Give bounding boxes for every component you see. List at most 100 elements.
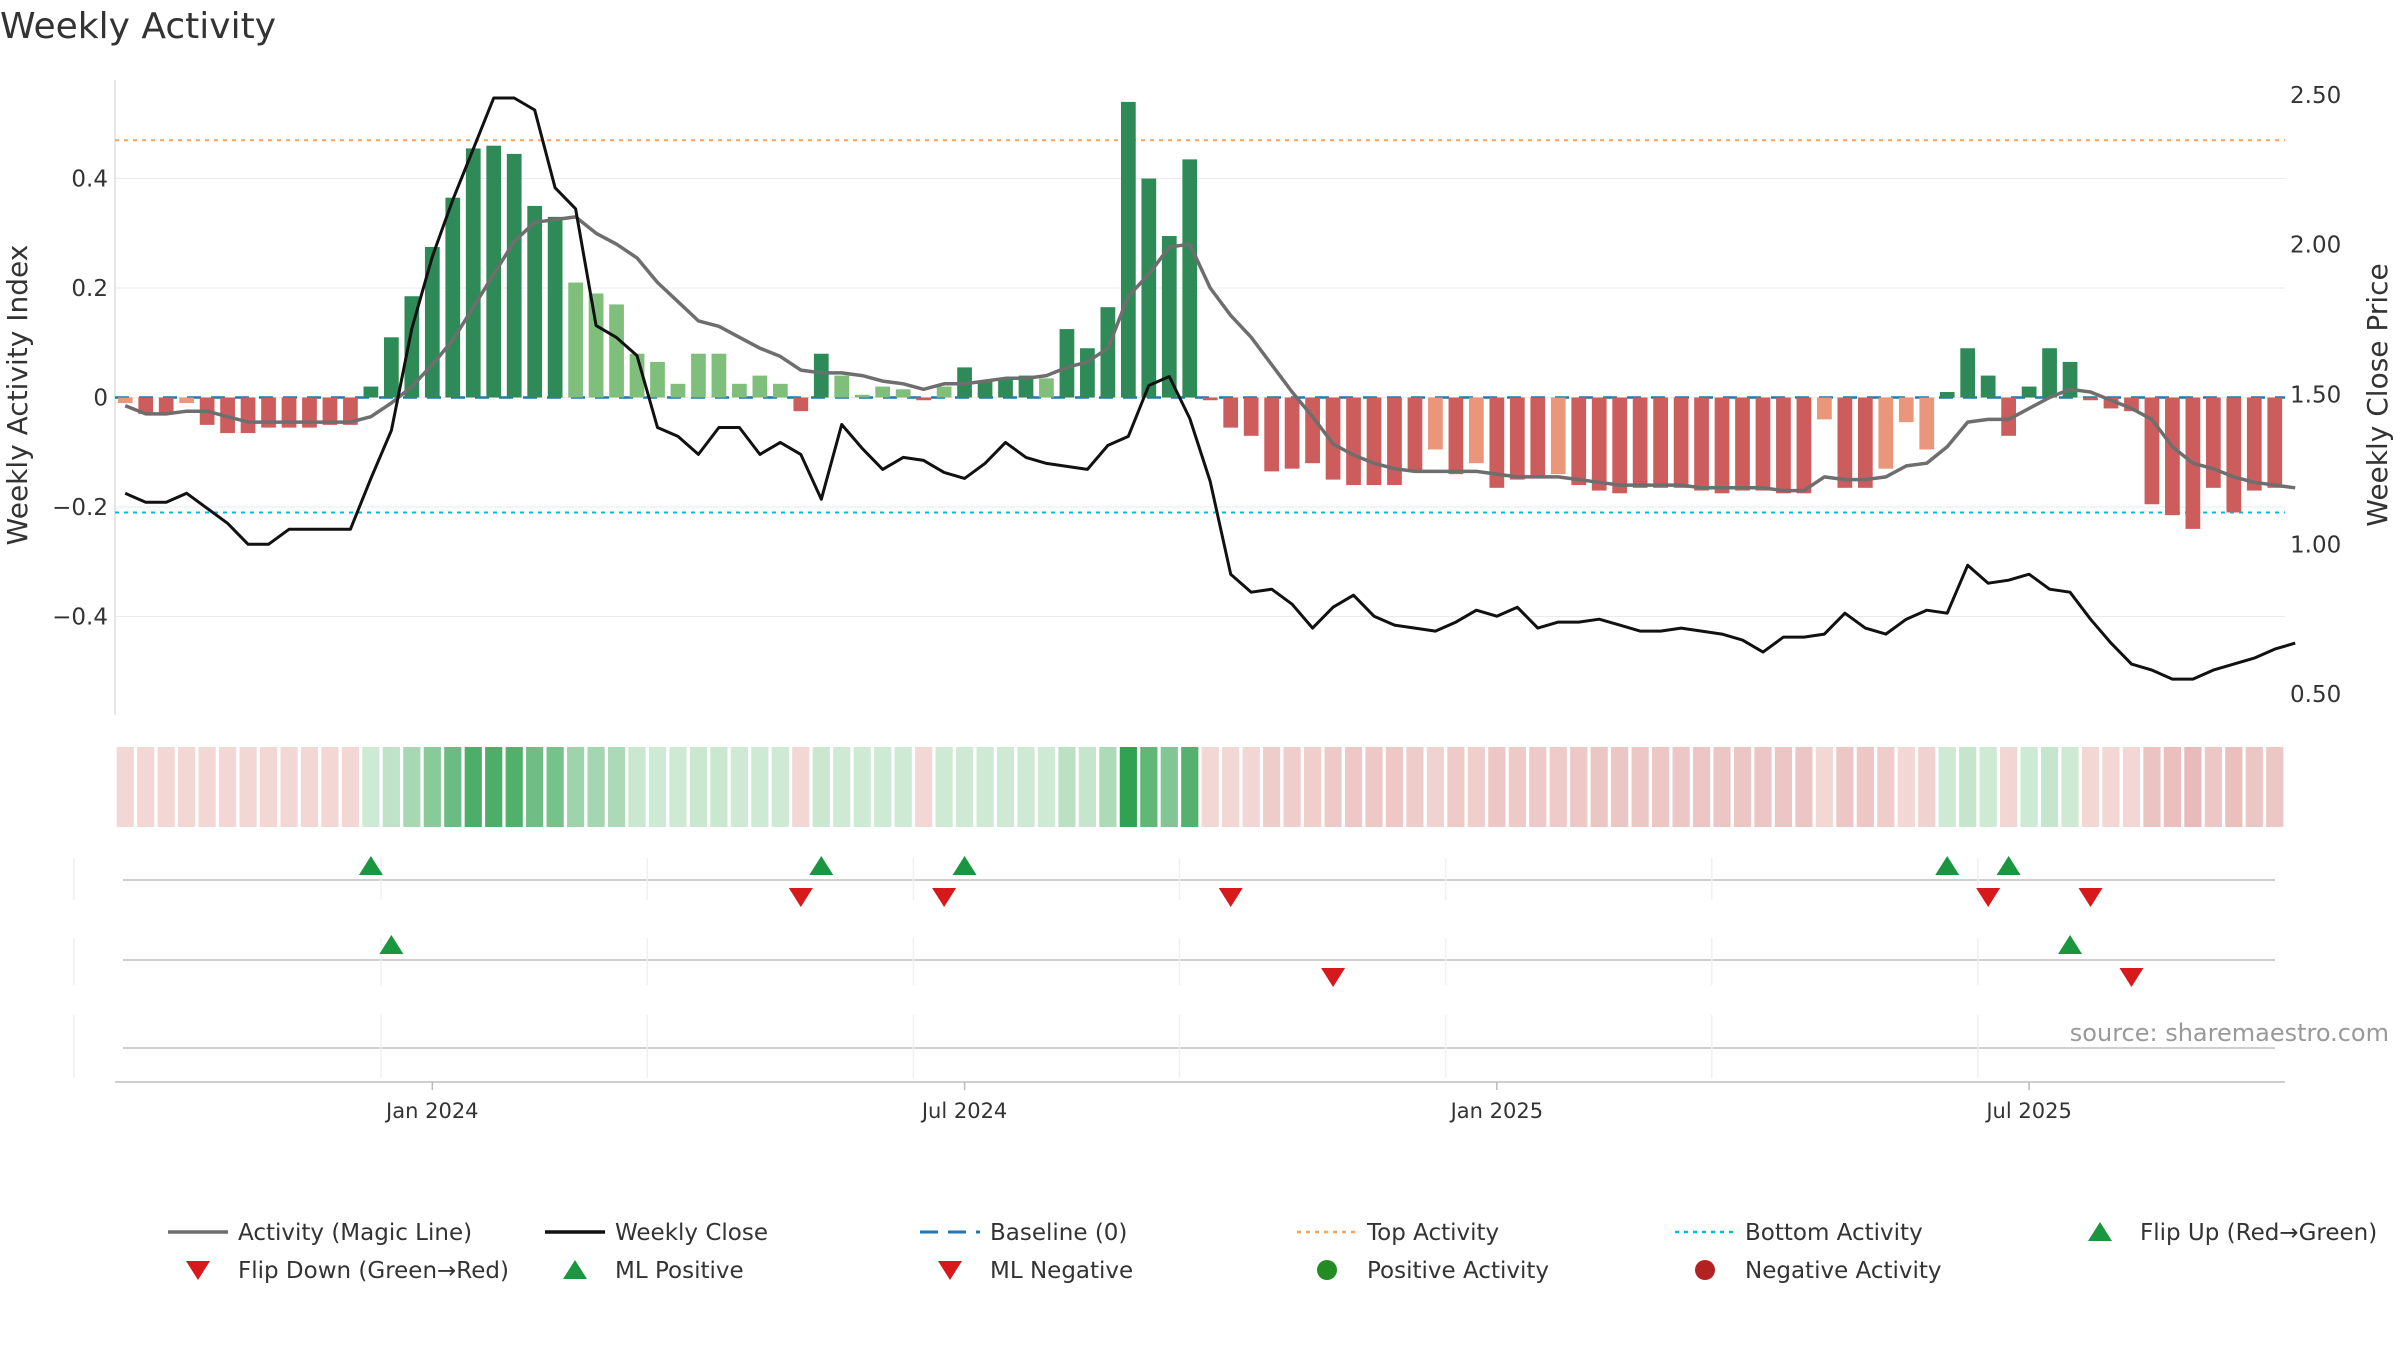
heat-cell [464,747,482,827]
legend: Activity (Magic Line) Weekly Close Baselin… [168,1220,2377,1284]
activity-bar [1346,397,1361,486]
activity-bar [1571,397,1587,486]
legend-swatch-triangle-down [938,1261,962,1280]
activity-bar [813,353,829,398]
legend-label: Activity (Magic Line) [238,1220,472,1246]
heat-cell [1303,747,1322,827]
heat-cell [178,747,196,827]
legend-label: Bottom Activity [1745,1220,1923,1246]
heat-cell [2204,747,2222,827]
activity-bar [1509,397,1525,480]
y2-axis-label: Weekly Close Price [2361,263,2394,526]
activity-bar [2042,348,2057,398]
heat-cell [1508,747,1526,827]
activity-bar [322,397,338,425]
heat-cell [2000,747,2018,827]
activity-bar [2205,397,2221,488]
heat-cell [1692,747,1711,827]
heat-cell [259,747,278,827]
activity-bar [650,361,665,398]
activity-bar [527,205,543,398]
activity-bar [691,353,706,398]
activity-bar [977,381,993,398]
activity-bar [1366,397,1382,486]
heat-cell [1754,747,1772,827]
flip-down-marker [2078,888,2103,907]
activity-bar [506,153,522,398]
heat-cell [710,747,728,827]
flip-down-marker [932,888,957,907]
heat-cell [1959,747,1977,827]
heat-cell [1160,747,1178,827]
activity-bar [1448,397,1464,475]
heat-cell [1283,747,1301,827]
heat-cell [505,747,523,827]
y2-tick-label: 1.00 [2290,532,2341,558]
heat-cell [955,747,974,827]
flip-up-marker [809,856,834,875]
heat-cell [1119,747,1137,827]
activity-bar [916,397,932,401]
heat-cell [1406,747,1424,827]
activity-heat-strip [116,747,2284,827]
activity-bar [1387,397,1402,486]
heat-cell [2020,747,2038,827]
activity-bar [670,383,686,398]
activity-bar [1673,397,1689,488]
activity-bar [1919,397,1935,450]
activity-bar [1264,397,1280,472]
legend-label: Flip Down (Green→Red) [238,1258,509,1284]
activity-bar [1182,159,1198,398]
heat-cell [485,747,503,827]
activity-bar [732,383,747,398]
activity-bar [588,293,604,398]
x-axis-ticks: Jan 2024 Jul 2024 Jan 2025 Jul 2025 [384,1082,2072,1123]
activity-bar [1857,397,1873,488]
activity-bar [1202,397,1218,401]
heat-cell [648,747,667,827]
activity-bar [1714,397,1730,494]
heat-cell [2122,747,2141,827]
heat-cell [2163,747,2182,827]
activity-bar [1305,397,1320,464]
activity-bar [711,353,727,398]
heat-cell [1263,747,1281,827]
activity-bar [2246,397,2262,491]
source-note: source: sharemaestro.com [2070,1019,2389,1047]
activity-bar [1837,397,1853,488]
heat-cell [2143,747,2161,827]
heat-cell [157,747,175,827]
heat-cell [792,747,810,827]
heat-cell [2081,747,2100,827]
heat-cell [1774,747,1793,827]
activity-bars [117,101,2283,529]
heat-cell [1078,747,1097,827]
heat-cell [1344,747,1363,827]
heat-cell [1672,747,1690,827]
activity-bar [2144,397,2160,505]
y2-tick-label: 2.00 [2290,233,2341,259]
x-tick-label: Jul 2025 [1984,1099,2071,1123]
heat-cell [833,747,851,827]
activity-bar [2226,397,2242,513]
y2-tick-label: 1.50 [2290,383,2341,409]
heat-cell [2102,747,2120,827]
legend-swatch-triangle-down [186,1261,210,1280]
heat-cell [628,747,646,827]
heat-cell [198,747,216,827]
activity-bar [1817,397,1832,420]
heat-cell [1365,747,1383,827]
activity-bar [1653,397,1668,488]
heat-cell [1815,747,1833,827]
heat-cell [1897,747,1915,827]
activity-bar [1939,392,1955,398]
y-tick-label: 0.4 [71,167,108,193]
activity-bar [1878,397,1894,469]
heat-cell [1713,747,1731,827]
magic-line [124,215,2296,493]
y2-axis-ticks: 2.50 2.00 1.50 1.00 0.50 [2290,83,2341,708]
heat-cell [116,747,134,827]
flip-up-marker [358,856,383,875]
heat-cell [1242,747,1260,827]
